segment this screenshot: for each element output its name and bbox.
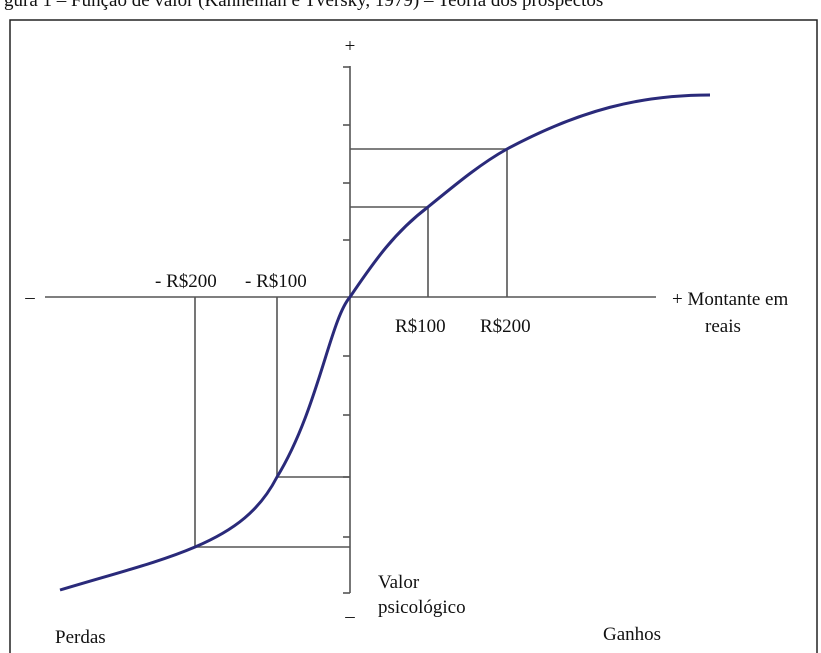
axis-minus: – [344,606,355,627]
tick-label: R$200 [480,316,531,337]
tick-label: R$100 [395,316,446,337]
x-axis-label: reais [705,316,741,337]
figure-title: gura 1 – Função de valor (Kahneman e Tve… [4,0,603,11]
x-axis-label: + Montante em [672,289,788,310]
tick-label: - R$200 [155,271,217,292]
y-axis-label: Valor [378,572,420,593]
guide-lines [194,148,508,548]
y-axis-ticks [343,66,350,594]
axis-plus: + [345,36,356,57]
region-label: Perdas [55,627,106,648]
y-axis-label: psicológico [378,597,466,618]
value-curve [59,93,711,592]
frame [9,19,818,653]
tick-label: - R$100 [245,271,307,292]
axis-minus: – [24,287,35,308]
region-label: Ganhos [603,624,661,645]
